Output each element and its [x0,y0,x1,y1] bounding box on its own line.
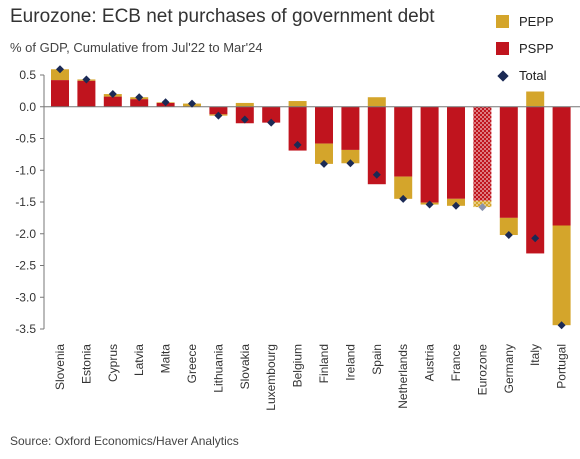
bar-pepp-finland [315,143,333,164]
bar-pspp-slovakia [235,106,254,124]
y-tick-label-8: -3.5 [15,322,36,336]
x-tick-label-belgium: Belgium [291,344,305,387]
total-marker-slovenia [56,65,64,74]
legend-label-pepp: PEPP [519,14,554,29]
x-tick-label-cyprus: Cyprus [106,344,120,382]
bar-pepp-italy [526,91,545,107]
bar-pspp-italy [526,106,545,254]
bar-pspp-luxembourg [262,106,281,123]
chart-title: Eurozone: ECB net purchases of governmen… [10,6,435,27]
y-tick-label-1: 0.0 [19,100,36,114]
legend-swatch-pspp [496,42,509,55]
y-tick-label-0: 0.5 [19,68,36,82]
legend-label-total: Total [519,68,547,83]
bar-pepp-slovakia [235,102,254,107]
total-marker-greece [188,99,196,108]
total-marker-belgium [293,140,302,149]
bar-pspp-lithuania [209,106,228,115]
legend: PEPP PSPP Total [496,8,554,89]
bar-pspp-finland [315,106,333,144]
total-marker-ireland [346,159,355,168]
axes-layer: Slovenia Estonia Cyprus Latvia Malta Greece Li… [15,68,580,411]
y-tick-label-2: -0.5 [15,132,36,146]
x-tick-label-finland: Finland [317,344,331,383]
x-tick-label-latvia: Latvia [132,344,146,376]
x-tick-label-lithuania: Lithuania [211,344,225,393]
bar-pepp-ireland [341,149,360,164]
total-marker-eurozone [478,203,487,212]
bar-pepp-netherlands [394,176,413,199]
source-note: Source: Oxford Economics/Haver Analytics [10,434,239,448]
total-marker-latvia [135,93,144,102]
x-tick-label-eurozone: Eurozone [475,344,489,396]
x-tick-label-portugal: Portugal [555,344,569,389]
total-marker-austria [425,200,434,209]
bar-pepp-slovenia [51,69,69,81]
legend-item-total: Total [496,62,554,89]
bar-pspp-latvia [130,99,149,107]
x-tick-label-netherlands: Netherlands [396,344,410,409]
total-marker-cyprus [108,90,117,99]
y-tick-label-3: -1.0 [15,163,36,177]
total-marker-spain [372,170,381,179]
total-marker-finland [320,159,328,168]
legend-item-pepp: PEPP [496,8,554,35]
total-marker-luxembourg [267,118,276,127]
bar-pepp-belgium [288,101,307,107]
total-marker-lithuania [214,111,223,120]
bar-pspp-france [447,106,465,199]
total-marker-france [452,201,460,210]
chart-subtitle: % of GDP, Cumulative from Jul'22 to Mar'… [10,40,263,55]
total-marker-portugal [557,321,566,330]
bar-pspp-cyprus [103,96,122,107]
y-tick-label-7: -3.0 [15,290,36,304]
x-tick-label-luxembourg: Luxembourg [264,344,278,411]
x-tick-label-spain: Spain [370,344,384,375]
bar-pspp-austria [420,106,439,203]
bar-pspp-eurozone [473,106,492,201]
x-tick-label-greece: Greece [185,344,199,384]
total-marker-malta [161,98,170,107]
bars-layer [51,69,571,326]
x-tick-label-austria: Austria [423,344,437,382]
bar-pepp-portugal [552,225,571,326]
x-tick-label-estonia: Estonia [79,344,93,384]
bar-pspp-estonia [77,80,96,107]
bar-pspp-spain [367,106,386,185]
total-marker-estonia [82,75,91,84]
x-tick-label-slovakia: Slovakia [238,344,252,390]
legend-label-pspp: PSPP [519,41,554,56]
bar-pepp-germany [499,217,518,236]
bar-pspp-ireland [341,106,360,150]
x-tick-label-france: France [449,344,463,382]
y-tick-label-4: -1.5 [15,195,36,209]
total-marker-italy [531,234,540,243]
y-tick-label-5: -2.0 [15,227,36,241]
x-tick-label-slovenia: Slovenia [53,344,67,390]
bar-pspp-netherlands [394,106,413,177]
x-tick-label-italy: Italy [528,344,542,366]
bar-pepp-spain [367,97,386,107]
legend-item-pspp: PSPP [496,35,554,62]
y-tick-label-6: -2.5 [15,259,36,273]
legend-swatch-pepp [496,15,509,28]
bar-pspp-belgium [288,106,307,151]
x-tick-label-germany: Germany [502,344,516,393]
x-tick-label-ireland: Ireland [343,344,357,381]
bar-pspp-slovenia [51,80,69,107]
bar-pspp-germany [499,106,518,218]
bar-pspp-portugal [552,106,571,226]
x-tick-label-malta: Malta [159,344,173,374]
total-marker-slovakia [240,115,249,124]
total-marker-netherlands [399,194,408,203]
total-marker-germany [504,231,513,240]
markers-layer [56,65,566,330]
